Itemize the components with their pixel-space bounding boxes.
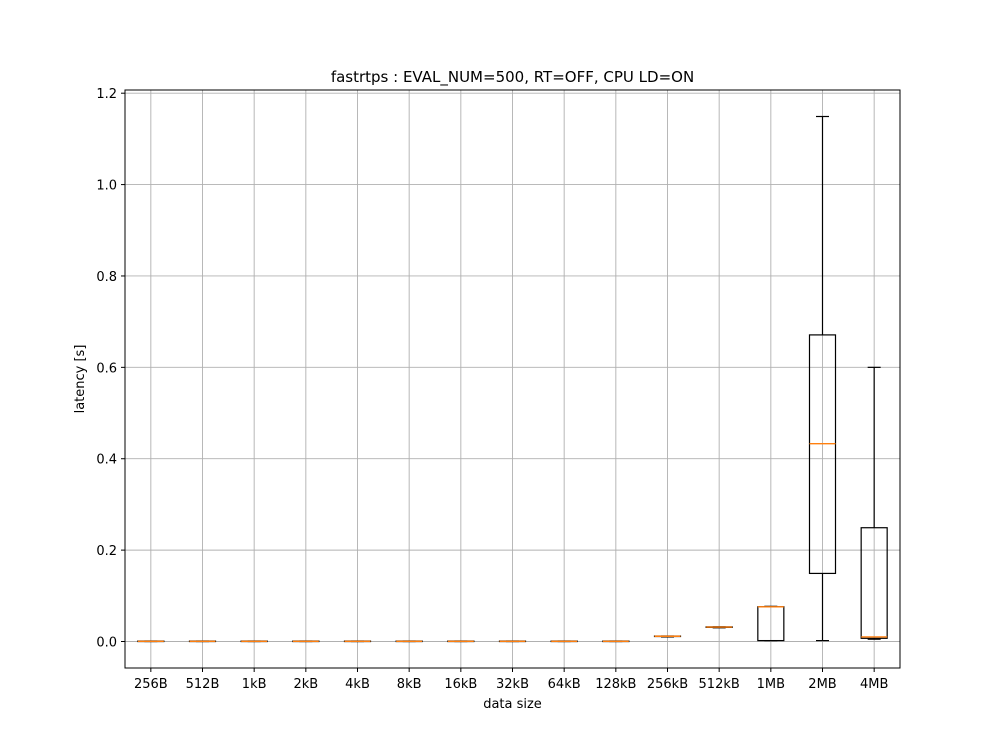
y-tick-label: 0.6 (96, 361, 117, 376)
x-tick-label: 1kB (242, 677, 267, 692)
x-tick-label: 256kB (647, 677, 688, 692)
box-32kB (498, 640, 527, 643)
y-axis-ticks: 0.0 0.2 0.4 0.6 0.8 1.0 1.2 (96, 87, 125, 650)
x-tick-label: 64kB (548, 677, 581, 692)
box-2MB (808, 115, 837, 642)
box-1kB (240, 640, 268, 643)
chart-title: fastrtps : EVAL_NUM=500, RT=OFF, CPU LD=… (331, 68, 694, 87)
x-tick-label: 8kB (397, 677, 422, 692)
x-axis-label: data size (483, 697, 542, 712)
box-iqr (860, 527, 888, 639)
y-tick-label: 1.0 (96, 179, 117, 194)
box-4kB (343, 640, 372, 643)
x-tick-label: 4kB (345, 677, 370, 692)
x-tick-label: 32kB (496, 677, 529, 692)
x-tick-label: 2kB (293, 677, 318, 692)
x-tick-label: 512kB (699, 677, 740, 692)
box-16kB (447, 640, 475, 643)
box-128kB (602, 640, 630, 643)
x-axis-ticks: 256B 512B 1kB 2kB 4kB 8kB 16kB 32kB 64kB 128kB 256… (134, 668, 888, 692)
x-tick-label: 2MB (808, 677, 836, 692)
y-tick-label: 0.4 (96, 453, 117, 468)
y-tick-label: 0.8 (96, 270, 117, 285)
x-tick-label: 1MB (757, 677, 785, 692)
x-tick-label: 4MB (860, 677, 888, 692)
y-axis-label: latency [s] (73, 345, 88, 414)
box-256B (137, 640, 165, 643)
box-256kB (653, 635, 682, 638)
box-64kB (550, 640, 578, 643)
box-2kB (292, 640, 320, 643)
y-tick-label: 0.2 (96, 544, 117, 559)
x-tick-label: 16kB (444, 677, 477, 692)
x-tick-label: 256B (134, 677, 168, 692)
box-8kB (395, 640, 423, 643)
box-4MB (860, 366, 888, 640)
x-tick-label: 512B (186, 677, 220, 692)
grid-lines (125, 90, 900, 668)
box-512kB (705, 626, 733, 629)
box-1MB (757, 605, 785, 642)
y-tick-label: 0.0 (96, 635, 117, 650)
y-tick-label: 1.2 (96, 87, 117, 102)
boxplot-series (137, 115, 888, 643)
box-iqr (808, 334, 837, 575)
x-tick-label: 128kB (595, 677, 636, 692)
box-512B (188, 640, 217, 643)
